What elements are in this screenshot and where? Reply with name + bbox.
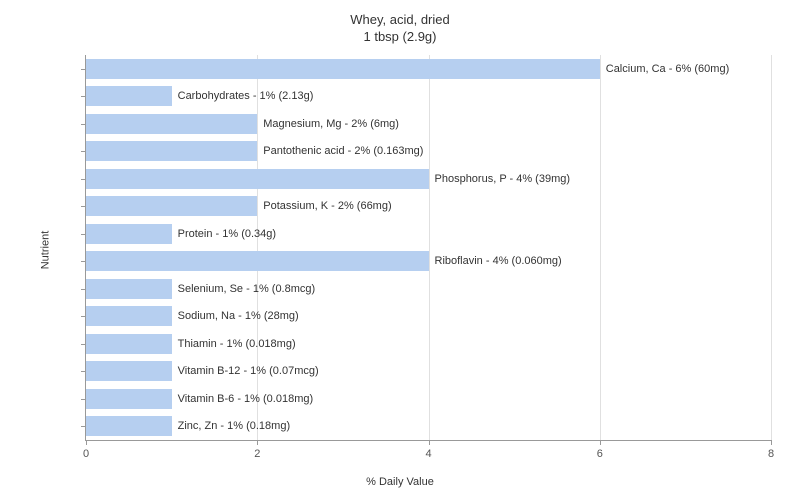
- y-axis-label: Nutrient: [39, 231, 51, 270]
- bar-row: Zinc, Zn - 1% (0.18mg): [86, 416, 771, 436]
- bar-label: Potassium, K - 2% (66mg): [257, 196, 391, 216]
- bar: [86, 251, 429, 271]
- bar-row: Phosphorus, P - 4% (39mg): [86, 169, 771, 189]
- y-tick-mark: [81, 96, 86, 97]
- y-tick-mark: [81, 234, 86, 235]
- y-tick-mark: [81, 206, 86, 207]
- y-tick-mark: [81, 289, 86, 290]
- x-tick-mark: [600, 440, 601, 445]
- bar-label: Carbohydrates - 1% (2.13g): [172, 86, 314, 106]
- bar-row: Calcium, Ca - 6% (60mg): [86, 59, 771, 79]
- bar-row: Protein - 1% (0.34g): [86, 224, 771, 244]
- x-tick-label: 0: [83, 448, 89, 460]
- bar-row: Potassium, K - 2% (66mg): [86, 196, 771, 216]
- x-tick-label: 4: [425, 448, 431, 460]
- bar-label: Protein - 1% (0.34g): [172, 224, 276, 244]
- bar: [86, 114, 257, 134]
- x-tick-mark: [86, 440, 87, 445]
- y-tick-mark: [81, 371, 86, 372]
- bar-label: Calcium, Ca - 6% (60mg): [600, 59, 729, 79]
- bar: [86, 334, 172, 354]
- bar-row: Thiamin - 1% (0.018mg): [86, 334, 771, 354]
- bar-label: Pantothenic acid - 2% (0.163mg): [257, 141, 423, 161]
- bar-row: Pantothenic acid - 2% (0.163mg): [86, 141, 771, 161]
- x-tick-mark: [257, 440, 258, 445]
- y-tick-mark: [81, 151, 86, 152]
- bar-label: Vitamin B-12 - 1% (0.07mcg): [172, 361, 319, 381]
- x-axis-label: % Daily Value: [0, 476, 800, 488]
- bar: [86, 361, 172, 381]
- bar-label: Selenium, Se - 1% (0.8mcg): [172, 279, 316, 299]
- bar: [86, 306, 172, 326]
- title-line-1: Whey, acid, dried: [350, 12, 449, 27]
- x-tick-mark: [429, 440, 430, 445]
- bar: [86, 86, 172, 106]
- bar: [86, 416, 172, 436]
- y-tick-mark: [81, 344, 86, 345]
- bar-row: Vitamin B-12 - 1% (0.07mcg): [86, 361, 771, 381]
- x-tick-label: 8: [768, 448, 774, 460]
- bar: [86, 389, 172, 409]
- y-tick-mark: [81, 69, 86, 70]
- gridline: [429, 55, 430, 440]
- bar-label: Sodium, Na - 1% (28mg): [172, 306, 299, 326]
- x-tick-label: 2: [254, 448, 260, 460]
- gridline: [600, 55, 601, 440]
- bar: [86, 196, 257, 216]
- bar: [86, 224, 172, 244]
- y-tick-mark: [81, 179, 86, 180]
- y-tick-mark: [81, 426, 86, 427]
- bar-label: Zinc, Zn - 1% (0.18mg): [172, 416, 290, 436]
- y-tick-mark: [81, 261, 86, 262]
- bar: [86, 141, 257, 161]
- gridline: [771, 55, 772, 440]
- y-tick-mark: [81, 316, 86, 317]
- bar-label: Thiamin - 1% (0.018mg): [172, 334, 296, 354]
- bar-label: Phosphorus, P - 4% (39mg): [429, 169, 571, 189]
- nutrient-chart: Whey, acid, dried 1 tbsp (2.9g) Nutrient…: [0, 0, 800, 500]
- bar: [86, 169, 429, 189]
- bar-row: Vitamin B-6 - 1% (0.018mg): [86, 389, 771, 409]
- x-tick-mark: [771, 440, 772, 445]
- chart-title: Whey, acid, dried 1 tbsp (2.9g): [0, 12, 800, 46]
- bar-label: Riboflavin - 4% (0.060mg): [429, 251, 562, 271]
- bar-row: Sodium, Na - 1% (28mg): [86, 306, 771, 326]
- bar: [86, 59, 600, 79]
- y-tick-mark: [81, 124, 86, 125]
- plot-area: 02468Calcium, Ca - 6% (60mg)Carbohydrate…: [85, 55, 771, 441]
- x-tick-label: 6: [597, 448, 603, 460]
- bar-row: Riboflavin - 4% (0.060mg): [86, 251, 771, 271]
- bar-row: Magnesium, Mg - 2% (6mg): [86, 114, 771, 134]
- bar: [86, 279, 172, 299]
- y-tick-mark: [81, 399, 86, 400]
- bar-label: Vitamin B-6 - 1% (0.018mg): [172, 389, 314, 409]
- bar-row: Selenium, Se - 1% (0.8mcg): [86, 279, 771, 299]
- gridline: [257, 55, 258, 440]
- bar-label: Magnesium, Mg - 2% (6mg): [257, 114, 399, 134]
- title-line-2: 1 tbsp (2.9g): [364, 29, 437, 44]
- bar-row: Carbohydrates - 1% (2.13g): [86, 86, 771, 106]
